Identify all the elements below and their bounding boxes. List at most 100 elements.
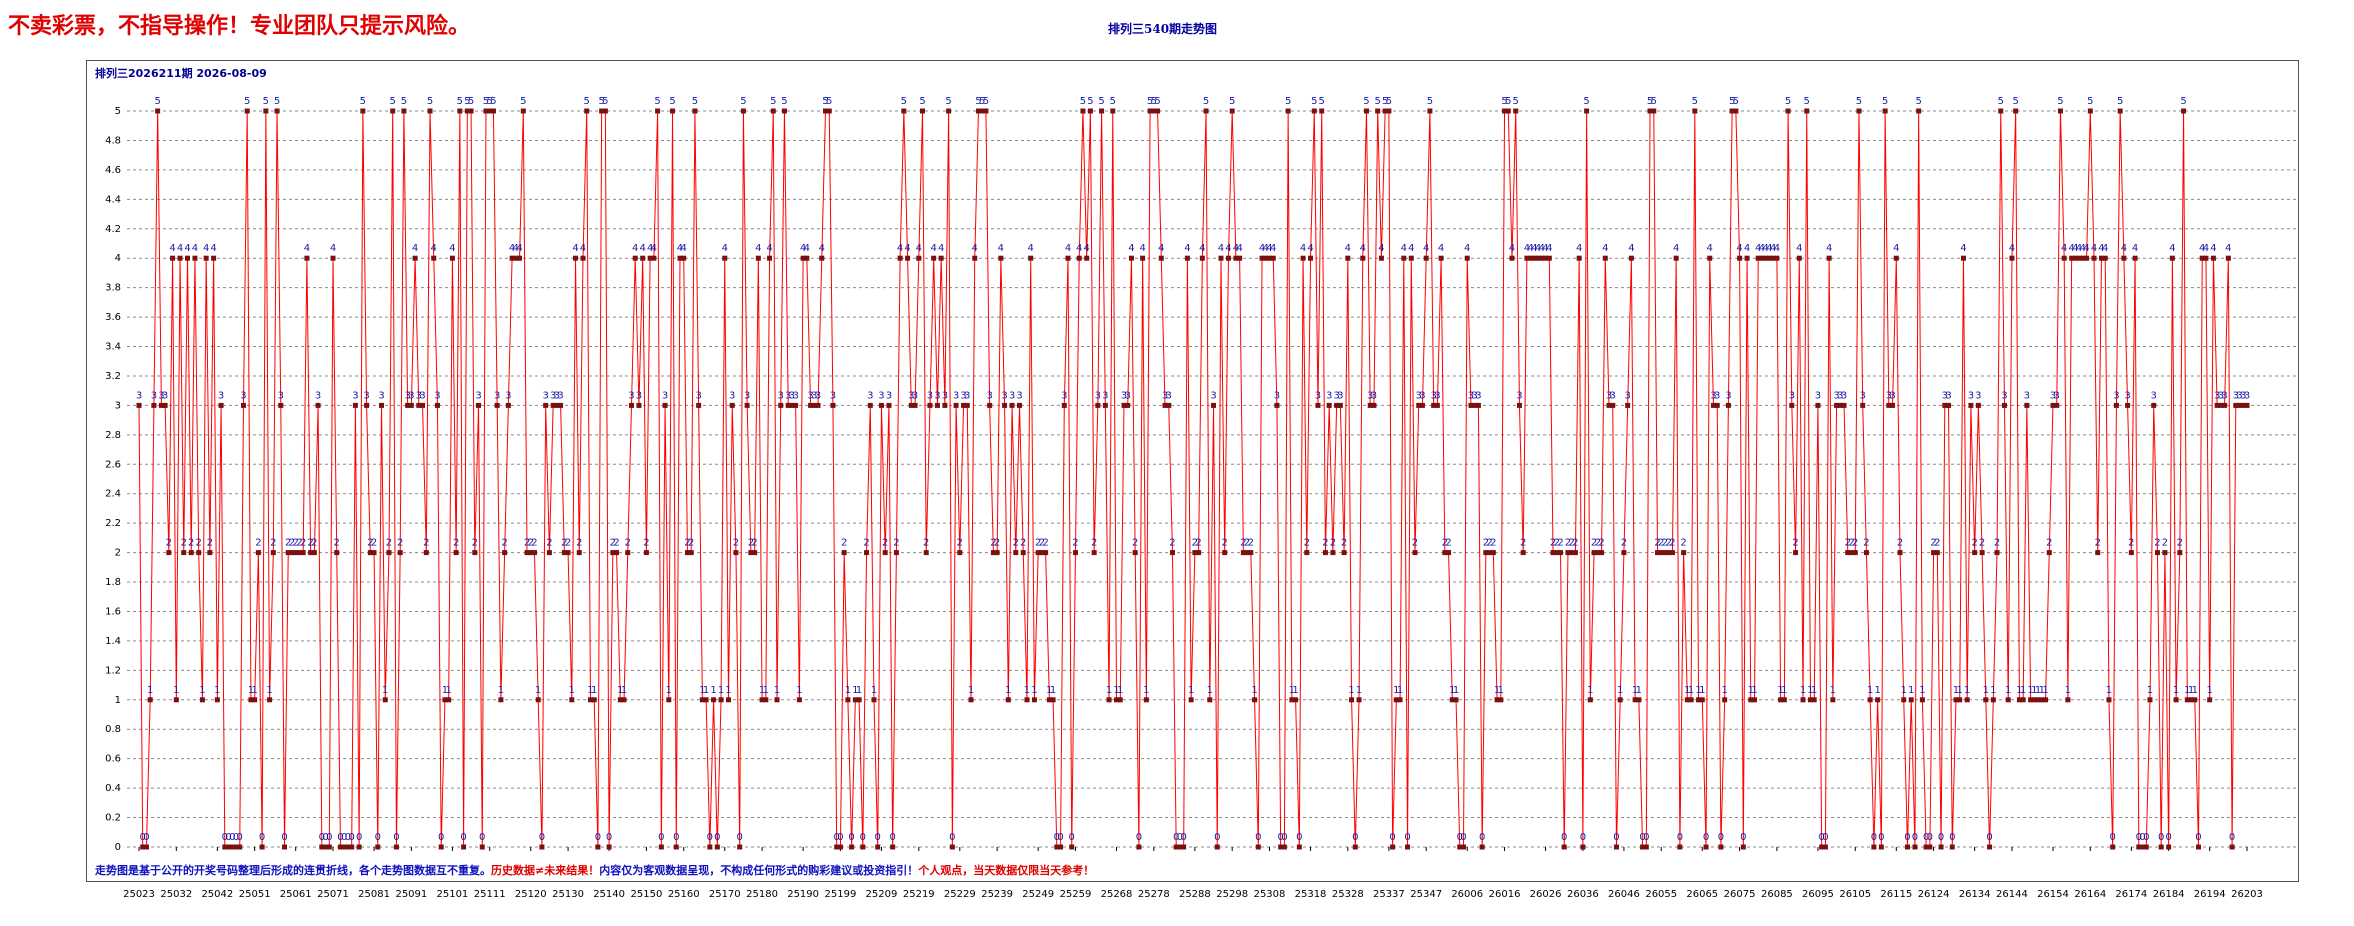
data-label: 5 [1882,96,1888,107]
data-point [2173,697,2179,703]
data-point [330,255,336,261]
data-label: 1 [774,685,780,696]
data-label: 3 [1337,390,1343,401]
data-label: 2 [207,538,213,549]
data-point [819,255,825,261]
data-label: 2 [334,538,340,549]
data-label: 1 [1587,685,1593,696]
data-point [1464,255,1470,261]
data-label: 2 [1490,538,1496,549]
data-point [1031,697,1037,703]
data-point [267,697,273,703]
data-point [1666,550,1672,556]
data-point [1233,255,1239,261]
data-point [1546,255,1552,261]
data-point [800,255,806,261]
data-point [1196,550,1202,556]
data-label: 0 [356,832,362,843]
data-point [867,402,873,408]
data-point [2113,402,2119,408]
data-point [278,402,284,408]
data-label: 5 [1998,96,2004,107]
data-label: 2 [1848,538,1854,549]
data-point [688,550,694,556]
data-label: 2 [1852,538,1858,549]
data-point [304,255,310,261]
data-label: 3 [792,390,798,401]
data-point [1028,255,1034,261]
data-point [1479,844,1485,850]
data-label: 2 [1248,538,1254,549]
x-tick-label: 25150 [631,889,663,900]
data-point [2039,697,2045,703]
data-point [502,550,508,556]
data-label: 2 [1132,538,1138,549]
data-label: 0 [1639,832,1645,843]
data-label: 2 [1445,538,1451,549]
data-label: 1 [2192,685,2198,696]
data-label: 5 [598,96,604,107]
data-label: 4 [192,243,198,254]
data-label: 4 [1225,243,1231,254]
data-label: 4 [755,243,761,254]
data-label: 1 [1807,685,1813,696]
data-label: 0 [1822,832,1828,843]
data-point [2169,255,2175,261]
data-point [2098,255,2104,261]
data-label: 0 [1927,832,1933,843]
data-label: 1 [1636,685,1642,696]
data-label: 5 [669,96,675,107]
data-point [1017,402,1023,408]
data-label: 2 [255,538,261,549]
data-label: 4 [1770,243,1776,254]
data-label: 2 [1304,538,1310,549]
data-point [1987,844,1993,850]
data-label: 4 [1796,243,1802,254]
data-point [446,697,452,703]
data-label: 0 [1479,832,1485,843]
data-point [692,108,698,114]
data-label: 0 [438,832,444,843]
data-point [2225,255,2231,261]
data-label: 0 [1643,832,1649,843]
data-label: 3 [878,390,884,401]
data-point [1789,402,1795,408]
data-label: 1 [214,685,220,696]
y-tick-label: 0 [115,842,121,853]
data-point [1696,697,1702,703]
data-point [2147,697,2153,703]
data-label: 1 [1957,685,1963,696]
x-tick-label: 26046 [1608,889,1640,900]
data-label: 2 [1557,538,1563,549]
data-point [1912,844,1918,850]
data-point [1934,550,1940,556]
data-label: 1 [587,685,593,696]
data-point [1520,550,1526,556]
data-label: 0 [143,832,149,843]
data-point [1505,108,1511,114]
data-label: 4 [1542,243,1548,254]
data-label: 5 [781,96,787,107]
data-point [2080,255,2086,261]
data-point [1998,108,2004,114]
data-label: 4 [1128,243,1134,254]
data-label: 0 [326,832,332,843]
data-point [449,255,455,261]
data-label: 0 [1938,832,1944,843]
data-label: 0 [1404,832,1410,843]
data-label: 1 [1964,685,1970,696]
data-label: 3 [1333,390,1339,401]
data-point [326,844,332,850]
data-point [871,697,877,703]
data-point [1904,844,1910,850]
data-point [1774,255,1780,261]
x-tick-label: 25278 [1138,889,1170,900]
data-point [170,255,176,261]
data-point [2184,697,2190,703]
x-tick-label: 25071 [317,889,349,900]
data-label: 4 [2210,243,2216,254]
data-point [2102,255,2108,261]
data-label: 1 [1449,685,1455,696]
data-point [177,255,183,261]
data-point [1841,402,1847,408]
